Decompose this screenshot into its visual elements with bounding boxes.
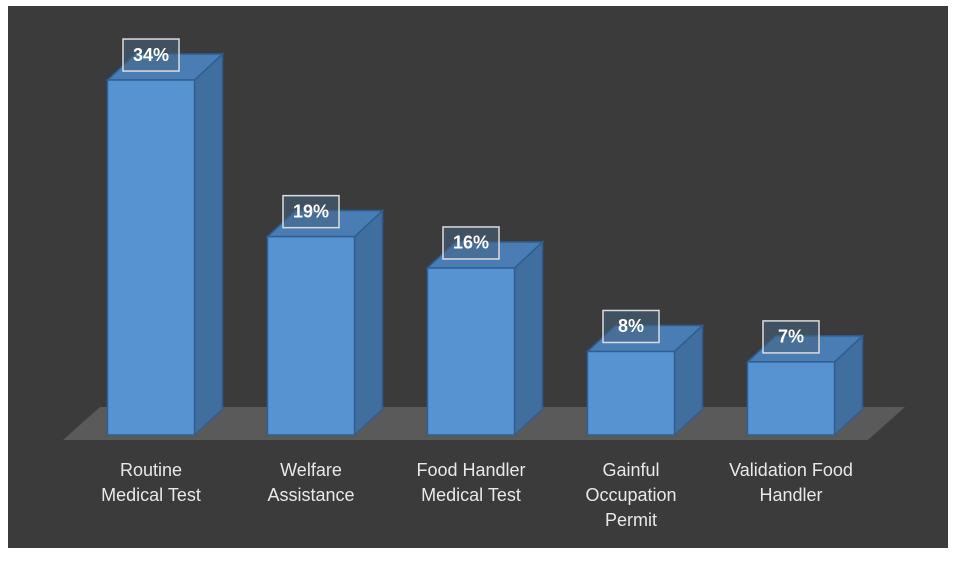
bar (425, 240, 545, 437)
value-label-box (442, 226, 500, 260)
value-label: 16% (453, 233, 489, 253)
value-label: 34% (133, 45, 169, 65)
value-label: 19% (293, 201, 329, 221)
x-tick-label: Food Handler Medical Test (416, 460, 526, 505)
x-tick-label: Gainful Occupation Permit (585, 460, 677, 530)
bar-side (513, 240, 544, 437)
x-tick-label: Validation Food Handler (729, 460, 853, 505)
value-label: 8% (618, 316, 644, 336)
bar-front (426, 267, 516, 436)
value-label-box (762, 320, 820, 354)
x-tick-label: Welfare Assistance (267, 460, 355, 505)
x-tick-label: Routine Medical Test (101, 460, 201, 505)
bar-front (586, 350, 676, 436)
value-label-box (122, 38, 180, 72)
bar (265, 208, 385, 437)
value-label-box (602, 309, 660, 344)
bar-front (746, 361, 836, 436)
bar-side (353, 208, 384, 437)
value-label-box (282, 194, 340, 229)
bar-front (106, 79, 196, 436)
bar-side (193, 52, 224, 437)
bar-front (266, 235, 356, 436)
bar (105, 52, 225, 437)
value-label: 7% (778, 327, 804, 347)
